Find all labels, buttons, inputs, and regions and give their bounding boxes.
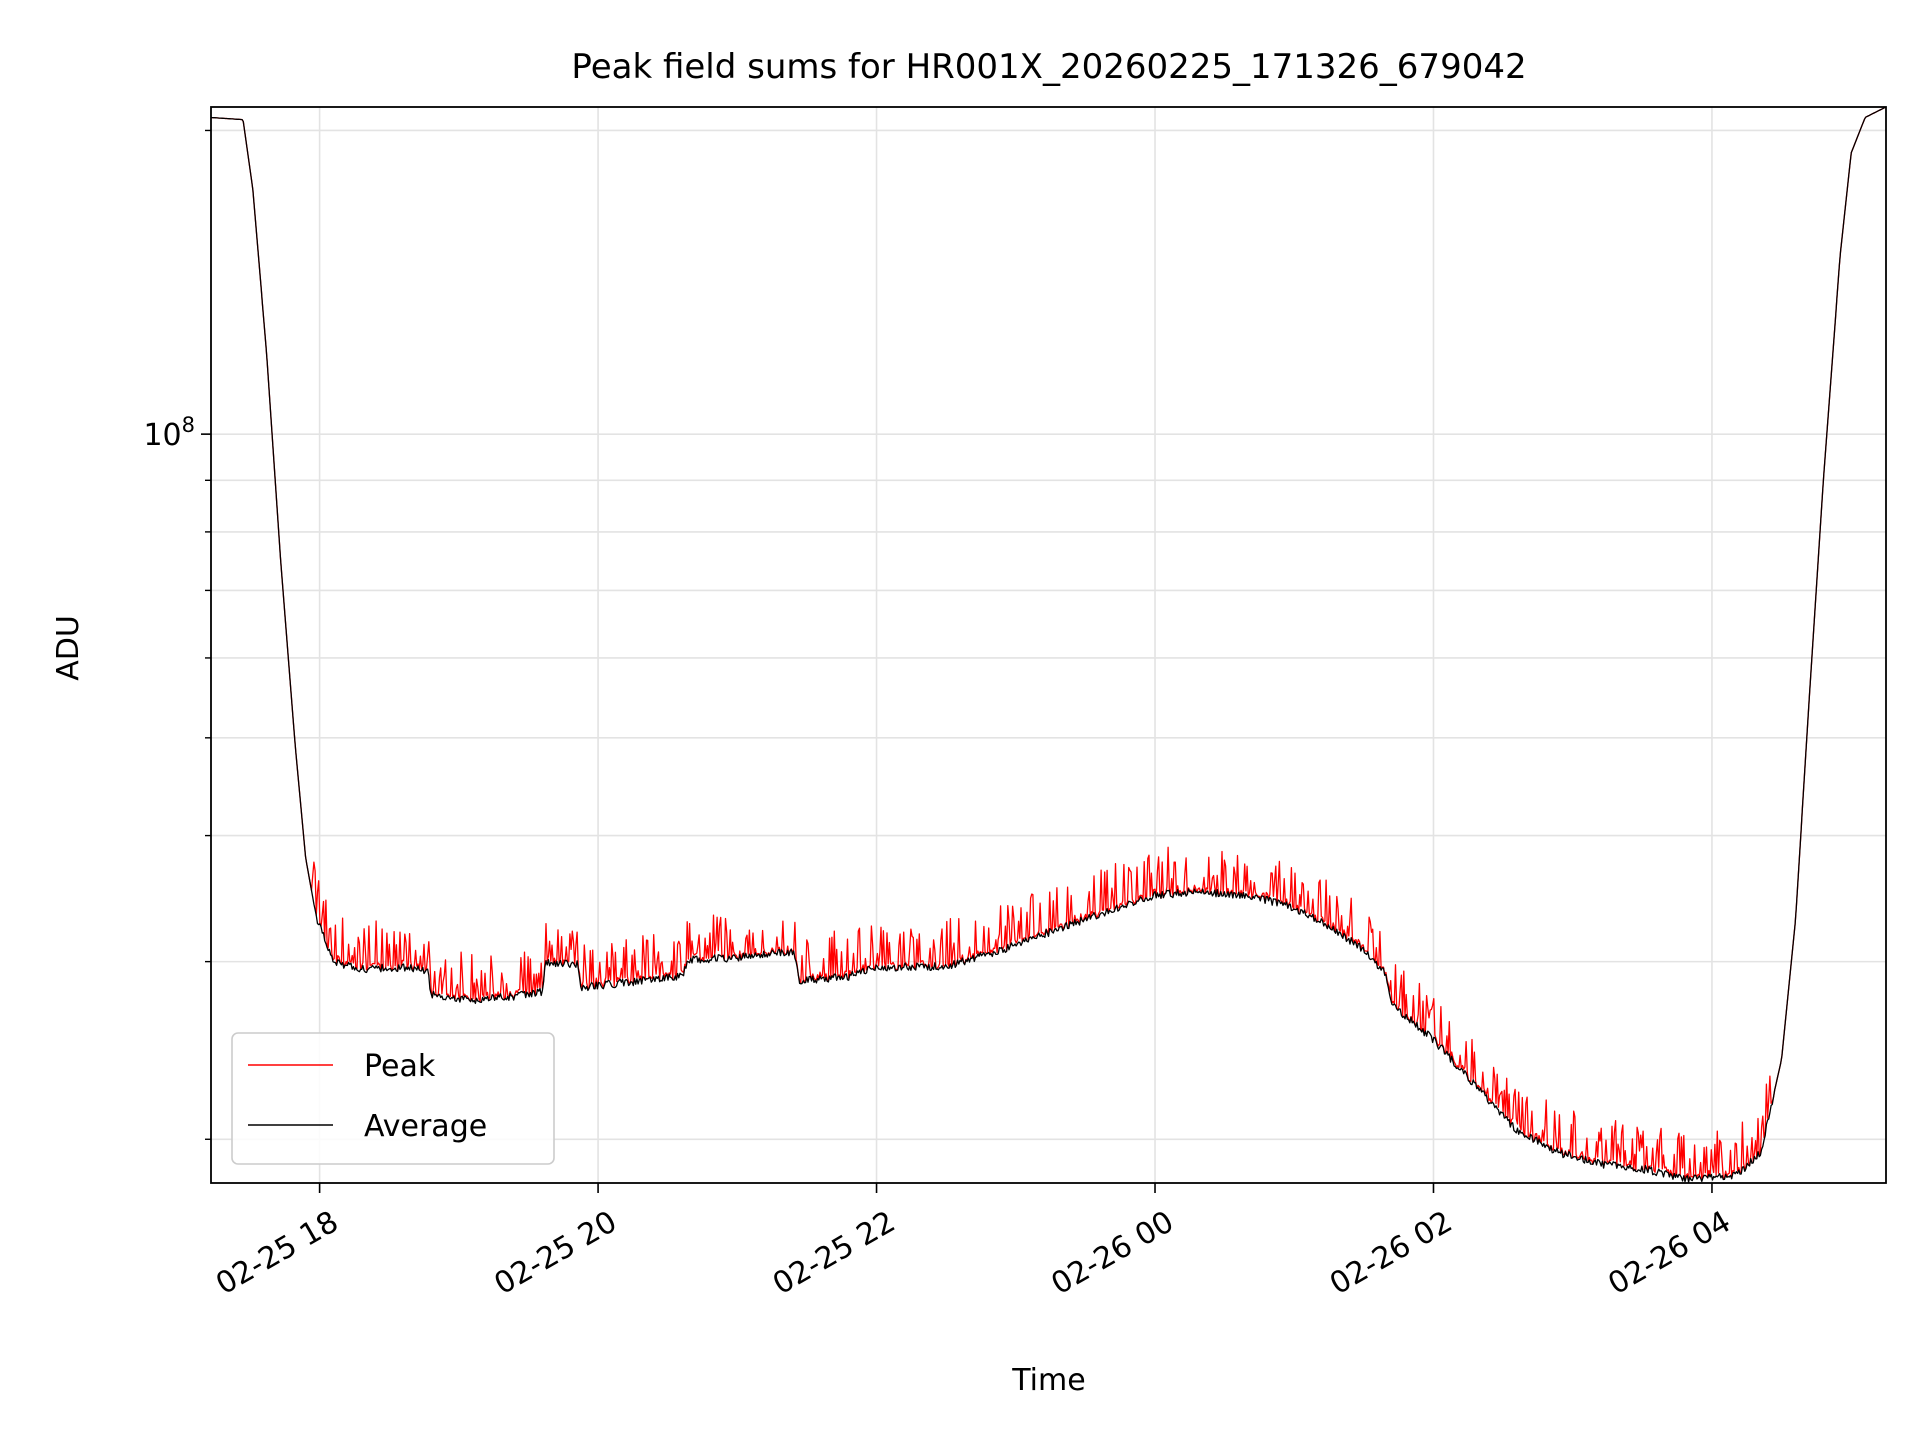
legend-box bbox=[231, 1032, 555, 1165]
axes-frame bbox=[210, 106, 1887, 1184]
series-layer bbox=[210, 106, 1887, 1183]
series-average-line bbox=[210, 106, 1887, 1183]
y-tick-base: 10 bbox=[143, 418, 181, 453]
y-axis-label: ADU bbox=[51, 615, 86, 681]
grid-lines bbox=[211, 107, 1886, 1183]
x-axis-label: Time bbox=[1011, 1363, 1085, 1398]
legend-peak-label: Peak bbox=[364, 1049, 436, 1084]
y-tick-label: 108 bbox=[143, 413, 195, 453]
legend: Peak Average bbox=[231, 1032, 555, 1165]
chart-title: Peak field sums for HR001X_20260225_1713… bbox=[571, 47, 1526, 87]
legend-average-label: Average bbox=[364, 1109, 487, 1144]
y-tick-exponent: 8 bbox=[182, 413, 195, 437]
